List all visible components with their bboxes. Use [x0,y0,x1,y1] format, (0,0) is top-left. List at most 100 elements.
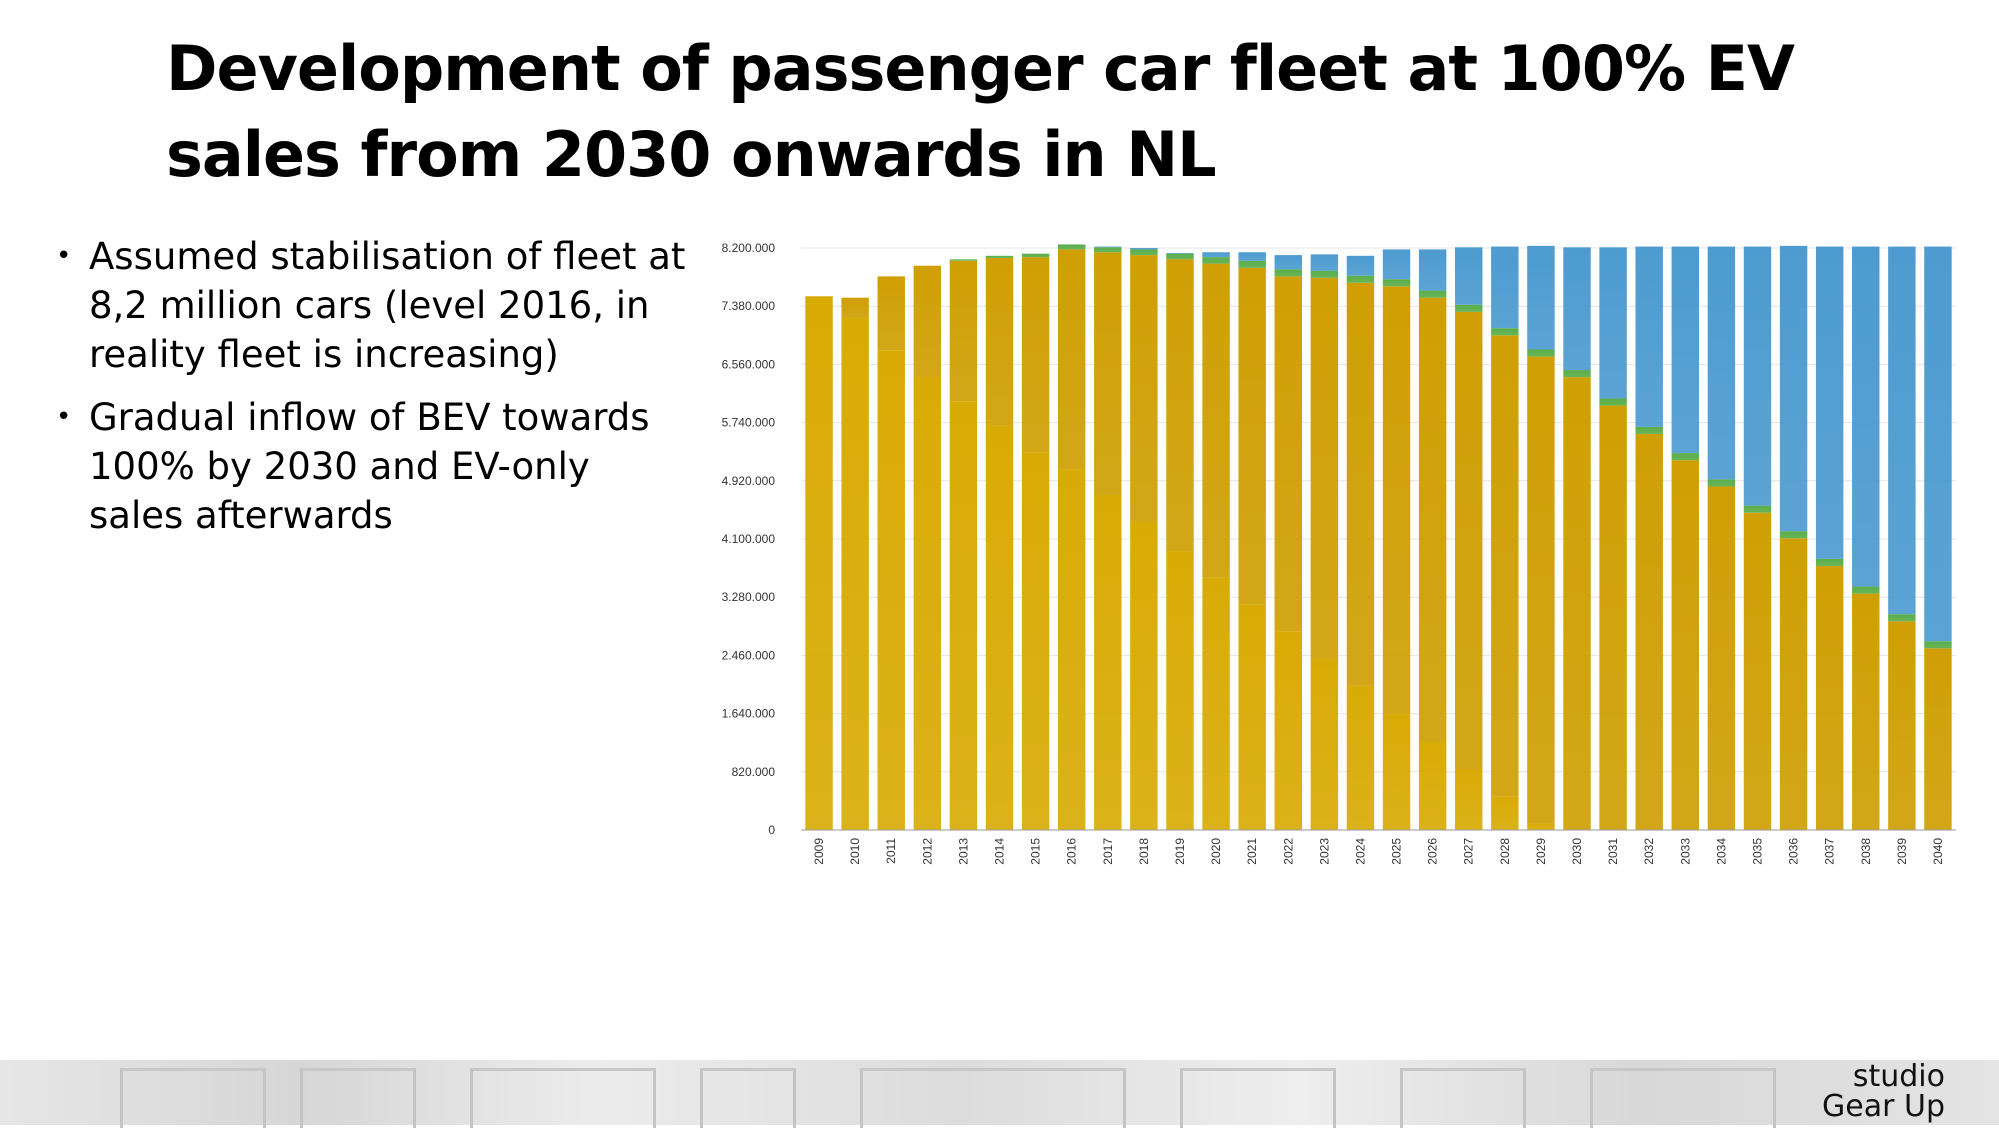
y-tick-label: 5.740.000 [722,416,776,430]
bar-segment [1491,328,1519,336]
bar-segment [1455,311,1483,769]
x-tick-label: 2032 [1642,838,1656,865]
bar-segment [1671,453,1700,461]
bar-segment [1599,247,1627,399]
bar-segment [1599,405,1627,830]
x-tick-label: 2025 [1390,838,1404,865]
x-tick-label: 2040 [1931,838,1945,865]
bar-segment [1202,263,1230,578]
y-tick-label: 820.000 [732,765,776,779]
x-tick-label: 2013 [956,838,970,865]
footer-building-photo [0,1060,1999,1128]
logo-line-2: Gear Up [1822,1089,1945,1124]
bar-segment [1563,370,1591,378]
bar-segment [1238,252,1266,261]
bar-segment [1599,398,1627,406]
x-tick-label: 2039 [1895,838,1909,865]
bar-segment [1455,247,1483,305]
bar-segment [1455,768,1483,830]
bar-segment [1635,246,1663,427]
bar-segment [1888,246,1916,615]
bar-segment [1527,356,1555,824]
bar-segment [1382,279,1411,287]
bar-segment [1130,521,1158,830]
x-tick-label: 2014 [993,838,1007,865]
bar-segment [1166,259,1194,552]
bar-segment [1924,641,1952,649]
bar-segment [1166,252,1194,254]
bar-segment [1491,246,1519,329]
bar-segment [1455,304,1483,312]
bar-segment [1707,486,1736,830]
x-tick-label: 2036 [1787,838,1801,865]
bar-segment [1057,244,1086,250]
bar-segment [1563,247,1591,371]
x-tick-label: 2028 [1498,838,1512,865]
x-tick-label: 2027 [1462,838,1476,865]
bar-segment [913,376,942,830]
x-tick-label: 2031 [1606,838,1620,865]
bar-segment [1346,255,1375,276]
y-tick-label: 2.460.000 [722,648,776,662]
x-tick-label: 2033 [1678,838,1692,865]
bar-segment [1094,252,1122,495]
bar-segment [949,401,978,830]
bar-segment [949,259,978,261]
bar-segment [1779,538,1808,830]
x-tick-label: 2016 [1065,838,1079,865]
bullet-list: Assumed stabilisation of fleet at 8,2 mi… [52,232,692,554]
y-tick-label: 8.200.000 [722,241,776,255]
y-tick-label: 6.560.000 [722,357,776,371]
bar-segment [841,297,869,318]
bar-segment [1094,246,1122,248]
bar-segment [1346,685,1375,830]
bar-segment [1671,246,1700,454]
bar-segment [1382,249,1411,280]
bar-segment [1418,290,1447,298]
bar-segment [985,257,1014,426]
bar-segment [1418,297,1447,742]
bar-segment [1130,249,1158,256]
bar-segment [1852,586,1880,594]
bar-segment [985,255,1014,258]
x-tick-label: 2022 [1281,838,1295,865]
bar-segment [1310,658,1339,830]
x-tick-label: 2017 [1101,838,1115,865]
bar-segment [1418,741,1447,830]
y-tick-label: 1.640.000 [722,707,776,721]
bar-segment [1057,249,1086,470]
bar-segment [985,425,1014,830]
bar-segment [1815,558,1844,566]
bar-segment [1202,252,1230,258]
bar-segment [1310,270,1339,278]
bar-segment [1310,254,1339,271]
x-tick-label: 2021 [1245,838,1259,865]
bar-segment [1924,648,1952,830]
bar-segment [1527,349,1555,357]
slide-title: Development of passenger car fleet at 10… [166,32,1795,191]
bar-segment [1238,260,1266,268]
bar-segment [1418,249,1447,291]
bar-segment [1707,479,1736,487]
y-tick-label: 7.380.000 [722,299,776,313]
y-tick-label: 0 [768,823,775,837]
bar-segment [1924,246,1952,642]
studio-gear-up-logo: studio Gear Up [1822,1062,1945,1122]
y-tick-label: 4.920.000 [722,474,776,488]
bar-segment [1346,275,1375,283]
bar-segment [1815,246,1844,559]
bar-segment [1130,248,1158,250]
bar-segment [1491,796,1519,830]
bar-segment [1021,452,1050,830]
bar-segment [1057,469,1086,830]
bar-segment [1094,494,1122,830]
bar-segment [877,276,905,351]
x-tick-label: 2034 [1714,838,1728,865]
x-tick-label: 2035 [1750,838,1764,865]
x-tick-label: 2038 [1859,838,1873,865]
bar-segment [1166,253,1194,260]
bar-segment [1527,823,1555,830]
x-tick-label: 2024 [1353,838,1367,865]
x-tick-label: 2037 [1823,838,1837,865]
bar-segment [1274,276,1302,632]
